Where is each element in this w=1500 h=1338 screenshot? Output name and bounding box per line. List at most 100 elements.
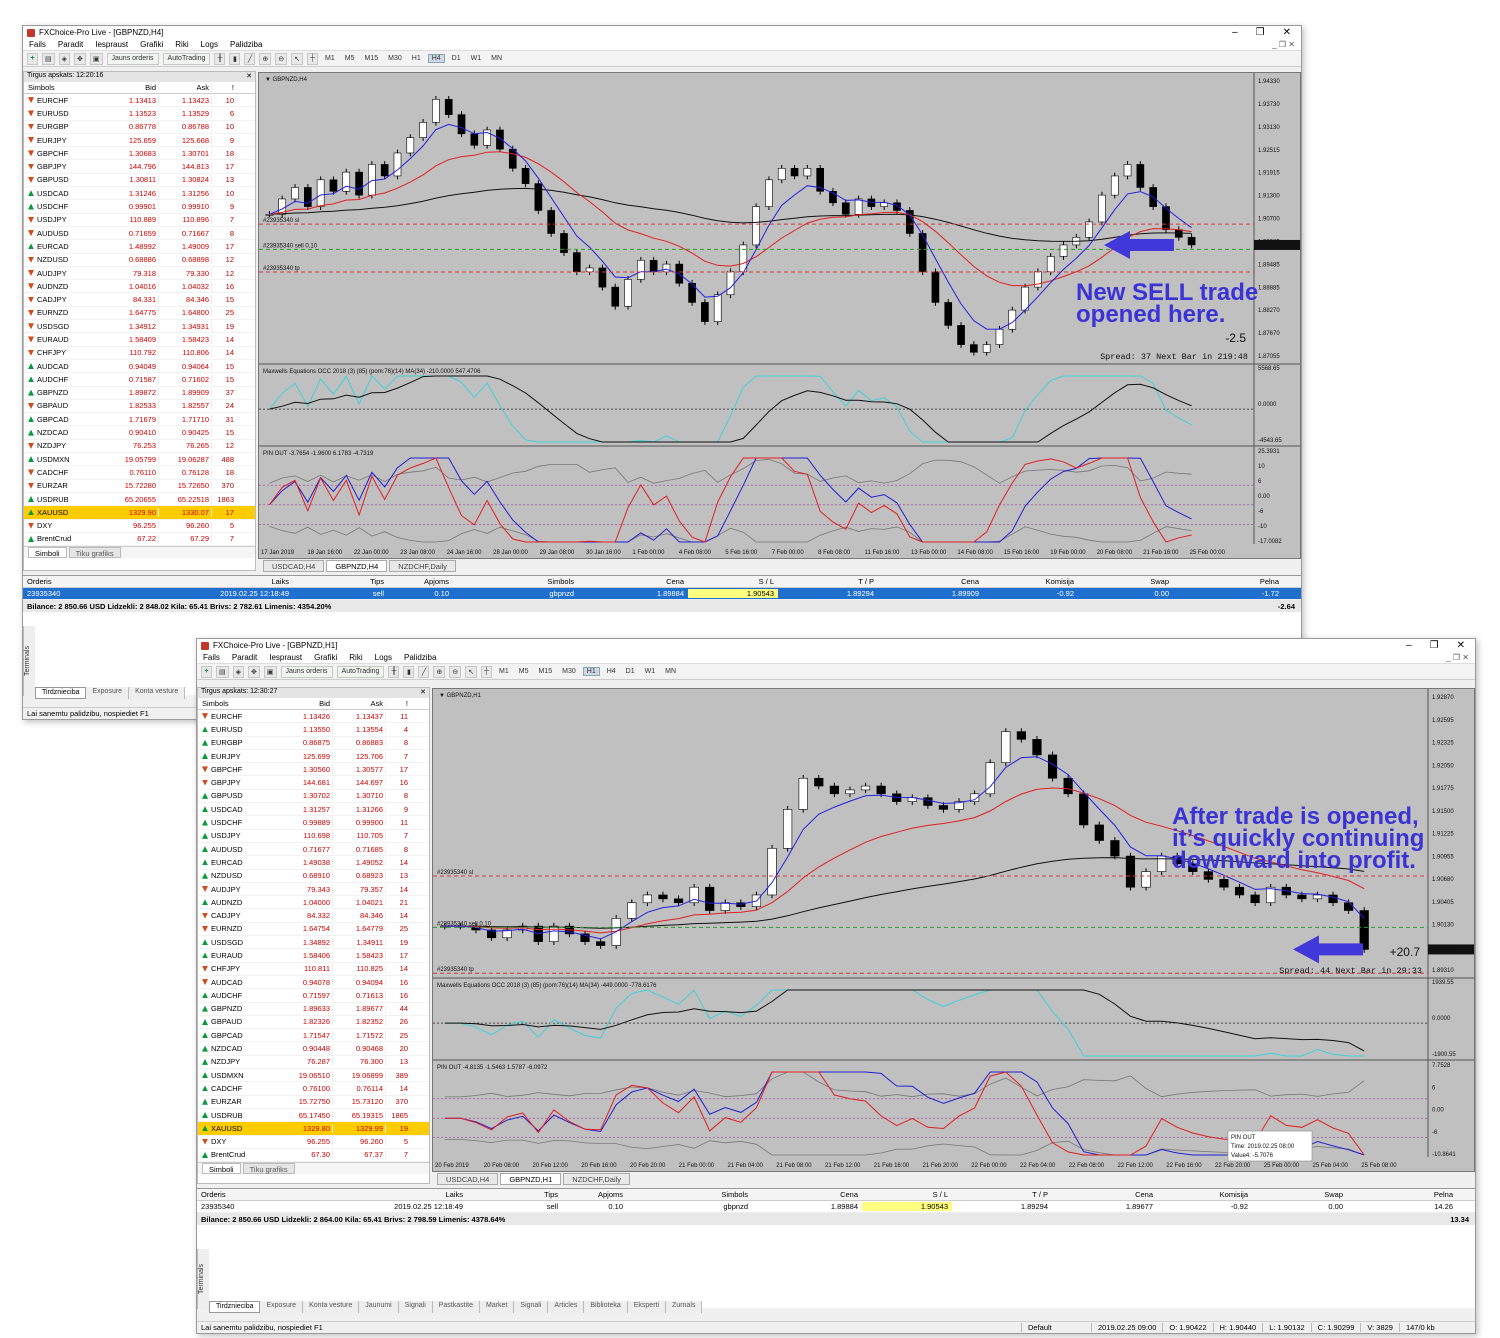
crosshair-icon[interactable]: ┼ — [307, 52, 319, 65]
zoom-out-icon[interactable]: ⊖ — [275, 52, 288, 65]
market-row-nzdcad[interactable]: NZDCAD 0.90410 0.90425 15 — [24, 426, 255, 440]
market-row-gbpcad[interactable]: GBPCAD 1.71547 1.71572 25 — [198, 1029, 429, 1043]
market-row-gbpnzd[interactable]: GBPNZD 1.89633 1.89677 44 — [198, 1003, 429, 1016]
column-header[interactable]: Laiks — [271, 577, 289, 586]
market-row-audjpy[interactable]: AUDJPY 79.343 79.357 14 — [198, 883, 429, 897]
market-row-usdrub[interactable]: USDRUB 65.17450 65.19315 1865 — [198, 1109, 429, 1123]
tab-symbols[interactable]: Simboli — [28, 547, 67, 559]
tf-m15[interactable]: M15 — [364, 55, 379, 62]
market-row-brentcrud[interactable]: BrentCrud 67.22 67.29 7 — [24, 533, 255, 547]
market-row-cadjpy[interactable]: CADJPY 84.331 84.346 15 — [24, 293, 255, 307]
tab-trade[interactable]: Tirdznieciba — [35, 687, 87, 699]
tf-m15[interactable]: M15 — [538, 668, 553, 675]
terminal-tab[interactable]: Signali — [398, 1301, 433, 1313]
column-header[interactable]: Apjoms — [597, 1190, 623, 1199]
terminal-tab[interactable]: Eksperti — [627, 1301, 667, 1313]
market-row-dxy[interactable]: DXY 96.255 96.260 5 — [24, 520, 255, 533]
market-row-usdcad[interactable]: USDCAD 1.31246 1.31256 10 — [24, 187, 255, 201]
market-row-usdmxn[interactable]: USDMXN 19.06510 19.06899 389 — [198, 1069, 429, 1083]
chart-tab-nzdchf[interactable]: NZDCHF,Daily — [389, 560, 457, 572]
zoom-in-icon[interactable]: ⊕ — [433, 665, 446, 678]
terminal-tab[interactable]: Jaunumi — [359, 1301, 399, 1313]
column-header[interactable]: T / P — [858, 577, 874, 586]
column-header[interactable]: S / L — [932, 1190, 948, 1199]
tf-m5[interactable]: M5 — [344, 55, 355, 62]
market-row-eurusd[interactable]: EURUSD 1.13523 1.13529 6 — [24, 107, 255, 121]
column-header[interactable]: Pelna — [1433, 1190, 1453, 1199]
market-row-eurgbp[interactable]: EURGBP 0.86875 0.86883 8 — [198, 737, 429, 750]
market-row-usdsgd[interactable]: USDSGD 1.34912 1.34931 19 — [24, 320, 255, 334]
market-row-nzdjpy[interactable]: NZDJPY 76.287 76.300 13 — [198, 1056, 429, 1070]
column-header[interactable]: S / L — [758, 577, 774, 586]
market-row-gbpusd[interactable]: GBPUSD 1.30702 1.30710 8 — [198, 790, 429, 804]
child-window-controls[interactable]: _ ❐ ✕ — [1272, 40, 1295, 49]
column-header[interactable]: Komisija — [1045, 577, 1074, 586]
market-row-audusd[interactable]: AUDUSD 0.71659 0.71667 8 — [24, 227, 255, 241]
market-row-audusd[interactable]: AUDUSD 0.71677 0.71685 8 — [198, 843, 429, 857]
menu-insert[interactable]: Iespraust — [95, 40, 129, 49]
market-row-eurchf[interactable]: EURCHF 1.13426 1.13437 11 — [198, 710, 429, 724]
minimize-icon[interactable]: – — [1406, 640, 1412, 651]
market-row-audcad[interactable]: AUDCAD 0.94078 0.94094 16 — [198, 976, 429, 990]
autotrading-button[interactable]: AutoTrading — [162, 52, 211, 65]
chart-tab-gbpnzd[interactable]: GBPNZD,H1 — [500, 1173, 562, 1185]
tf-m1[interactable]: M1 — [325, 55, 335, 62]
column-header[interactable]: Simbols — [721, 1190, 748, 1199]
market-row-gbpjpy[interactable]: GBPJPY 144.681 144.697 16 — [198, 776, 429, 790]
market-row-audchf[interactable]: AUDCHF 0.71587 0.71602 15 — [24, 373, 255, 387]
menu-help[interactable]: Palidziba — [229, 40, 263, 49]
menu-tools[interactable]: Riki — [349, 653, 363, 662]
market-row-eurzar[interactable]: EURZAR 15.72750 15.73120 370 — [198, 1096, 429, 1109]
menu-charts[interactable]: Grafiki — [314, 653, 338, 662]
cursor-icon[interactable]: ↖ — [465, 665, 478, 678]
market-row-gbpchf[interactable]: GBPCHF 1.30683 1.30701 18 — [24, 147, 255, 161]
market-row-cadjpy[interactable]: CADJPY 84.332 84.346 14 — [198, 909, 429, 923]
market-row-euraud[interactable]: EURAUD 1.58409 1.58423 14 — [24, 333, 255, 347]
new-chart-icon[interactable]: + — [201, 665, 212, 678]
candle-chart-icon[interactable]: ▮ — [403, 665, 415, 678]
market-row-eurcad[interactable]: EURCAD 1.49038 1.49052 14 — [198, 856, 429, 870]
column-header[interactable]: Simbols — [547, 577, 574, 586]
market-row-eurnzd[interactable]: EURNZD 1.64754 1.64779 25 — [198, 923, 429, 937]
column-header[interactable]: Tips — [544, 1190, 558, 1199]
tab-tick-chart[interactable]: Tiku grafiks — [68, 547, 121, 559]
restore-icon[interactable]: ❐ — [1429, 640, 1439, 651]
market-row-eurzar[interactable]: EURZAR 15.72280 15.72650 370 — [24, 480, 255, 493]
market-row-usdcad[interactable]: USDCAD 1.31257 1.31266 9 — [198, 803, 429, 817]
order-row[interactable]: 23935340 2019.02.25 12:18:49 sell 0.10 gbpnz… — [197, 1201, 1475, 1213]
terminal-tab[interactable]: Exposure — [260, 1301, 304, 1313]
column-header[interactable]: Orderis — [201, 1190, 226, 1199]
tab-symbols[interactable]: Simboli — [202, 1163, 241, 1175]
market-row-gbpnzd[interactable]: GBPNZD 1.89872 1.89909 37 — [24, 387, 255, 400]
column-header[interactable]: Cena — [961, 577, 979, 586]
column-header[interactable]: T / P — [1032, 1190, 1048, 1199]
column-header[interactable]: Pelna — [1259, 577, 1279, 586]
column-header[interactable]: Orderis — [27, 577, 52, 586]
terminal-tab[interactable]: Tirdznieciba — [209, 1301, 261, 1313]
chart-tab-usdcad[interactable]: USDCAD,H4 — [263, 560, 325, 572]
tf-d1[interactable]: D1 — [625, 668, 635, 675]
line-chart-icon[interactable]: ╱ — [244, 52, 256, 65]
chart-tab-nzdchf[interactable]: NZDCHF,Daily — [563, 1173, 631, 1185]
market-row-brentcrud[interactable]: BrentCrud 67.30 67.37 7 — [198, 1149, 429, 1163]
market-row-nzdjpy[interactable]: NZDJPY 76.253 76.265 12 — [24, 440, 255, 454]
market-row-usdsgd[interactable]: USDSGD 1.34892 1.34911 19 — [198, 936, 429, 950]
tab-exposure[interactable]: Exposure — [86, 687, 130, 699]
minimize-icon[interactable]: – — [1232, 27, 1238, 38]
market-row-nzdusd[interactable]: NZDUSD 0.68886 0.68898 12 — [24, 254, 255, 267]
market-row-audnzd[interactable]: AUDNZD 1.04000 1.04021 21 — [198, 896, 429, 910]
column-header[interactable]: Cena — [666, 577, 684, 586]
line-chart-icon[interactable]: ╱ — [418, 665, 430, 678]
market-row-usdmxn[interactable]: USDMXN 19.05799 19.06287 488 — [24, 453, 255, 467]
market-row-chfjpy[interactable]: CHFJPY 110.811 110.825 14 — [198, 963, 429, 976]
tf-w1[interactable]: W1 — [644, 668, 656, 675]
market-row-usdrub[interactable]: USDRUB 65.20655 65.22518 1863 — [24, 493, 255, 507]
market-watch-icon[interactable]: ◈ — [232, 665, 245, 678]
tf-m5[interactable]: M5 — [518, 668, 529, 675]
column-header[interactable]: Komisija — [1219, 1190, 1248, 1199]
market-row-gbpusd[interactable]: GBPUSD 1.30811 1.30824 13 — [24, 174, 255, 188]
market-row-gbpjpy[interactable]: GBPJPY 144.796 144.813 17 — [24, 160, 255, 174]
price-chart-h1[interactable]: ▼ GBPNZD,H1 1.92870 1.92595 1.92325 1.92050 1… — [432, 688, 1475, 1172]
market-row-audjpy[interactable]: AUDJPY 79.318 79.330 12 — [24, 267, 255, 281]
terminal-tab[interactable]: Pastkastite — [432, 1301, 480, 1313]
